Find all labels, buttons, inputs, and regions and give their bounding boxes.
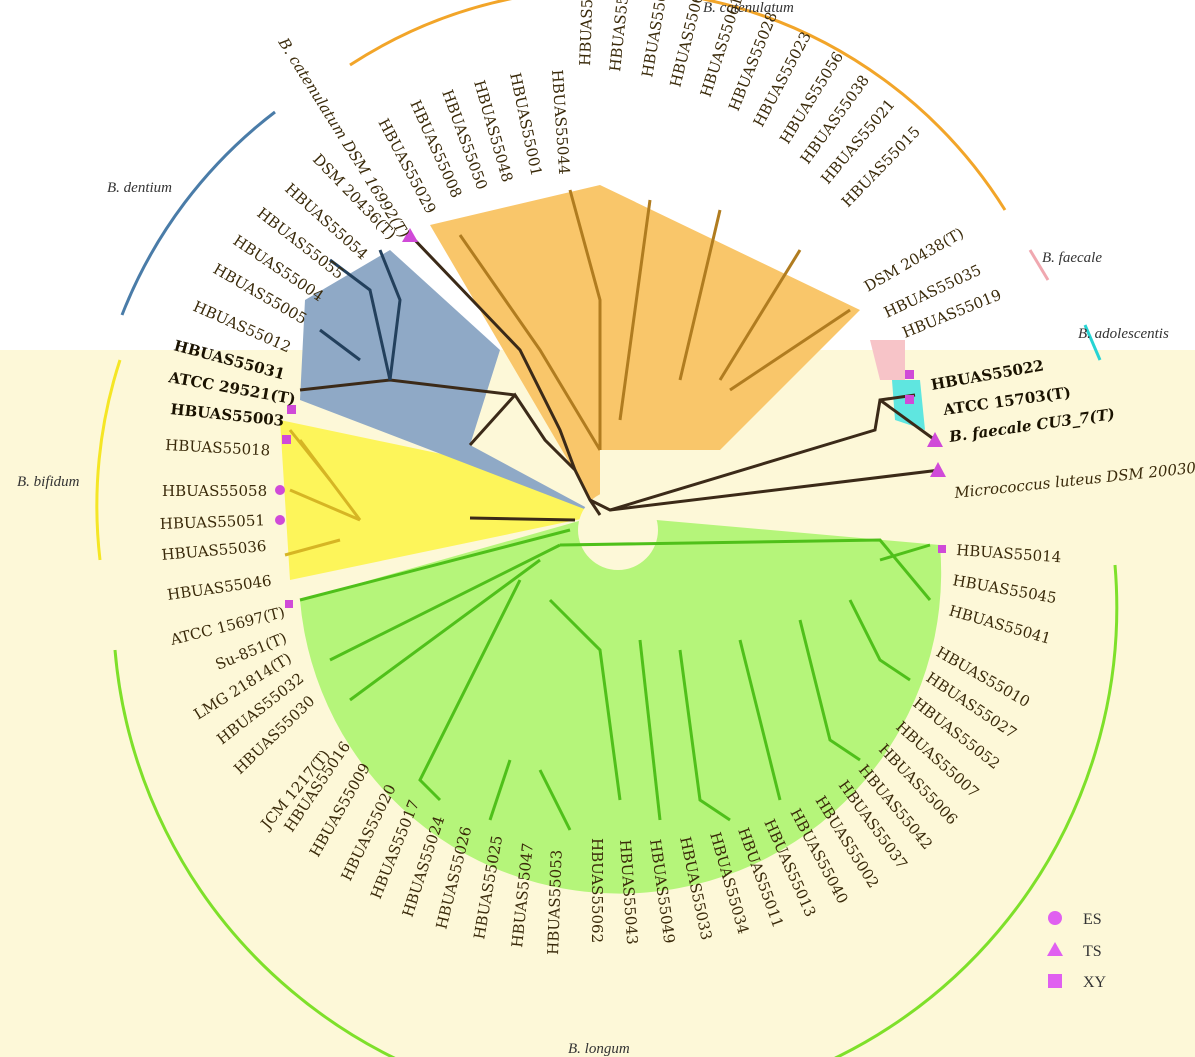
legend-square-icon (1048, 974, 1062, 988)
arc-longum (113, 564, 1119, 1057)
dentium-branches (319, 249, 402, 381)
leaf-label: HBUAS55018 (165, 436, 271, 459)
clade-label-longum: B. longum (568, 1041, 630, 1057)
wedge-bifidum (280, 420, 600, 580)
leaf-markers (275, 228, 946, 608)
arc-adolescentis (1083, 324, 1102, 361)
arc-bifidum (95, 359, 122, 561)
wedge-catenulatum (430, 185, 860, 515)
legend-label-es: ES (1083, 911, 1102, 928)
leaf-label: HBUAS55053 (544, 849, 566, 955)
wedge-adolescentis (892, 380, 925, 430)
arc-faecale (1028, 249, 1050, 281)
leaf-label: HBUAS55062 (588, 838, 606, 943)
clade-label-catenulatum: B. catenulatum (703, 0, 794, 16)
bifidum-branches (284, 429, 362, 557)
longum-branches (299, 528, 932, 831)
clade-label-bifidum: B. bifidum (17, 474, 80, 490)
legend-label-xy: XY (1083, 974, 1107, 991)
clade-label-dentium: B. dentium (107, 180, 172, 196)
arc-catenulatum (349, 0, 1007, 211)
legend-triangle-icon (1047, 942, 1063, 956)
leaf-label: HBUAS55057 (606, 0, 635, 72)
legend-label-ts: TS (1083, 943, 1102, 960)
clade-label-adolescentis: B. adolescentis (1078, 326, 1169, 342)
leaf-label: HBUAS55059 (638, 0, 674, 79)
arc-dentium (120, 110, 276, 316)
legend: ES TS XY (1047, 911, 1107, 991)
clade-label-faecale: B. faecale (1042, 250, 1102, 266)
leaf-label: HBUAS55051 (160, 511, 266, 533)
leaf-label: HBUAS55039 (576, 0, 598, 66)
leaf-label: HBUAS55058 (162, 482, 267, 500)
catenulatum-branches (458, 189, 851, 451)
wedge-faecale (870, 340, 905, 380)
legend-circle-icon (1048, 911, 1062, 925)
leaf-label: HBUAS55044 (548, 69, 573, 175)
